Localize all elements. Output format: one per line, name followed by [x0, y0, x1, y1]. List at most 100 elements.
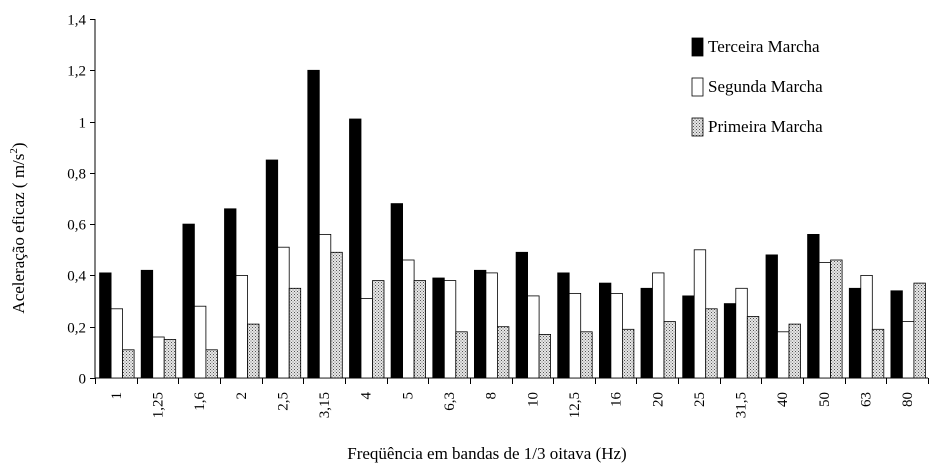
bar-terceira-marcha: [307, 69, 320, 379]
x-tick-label: 8: [484, 392, 500, 400]
bar-segunda-marcha: [152, 336, 165, 379]
y-tick-label: 0,2: [67, 321, 86, 337]
bar-segunda-marcha: [527, 295, 540, 379]
bar-primeira-marcha: [622, 328, 635, 379]
y-tick-label: 0,6: [67, 218, 86, 234]
bar-terceira-marcha: [848, 287, 862, 379]
bar-segunda-marcha: [318, 233, 332, 379]
x-tick-label: 2,5: [275, 392, 291, 411]
x-tick-label: 20: [650, 392, 666, 407]
bar-terceira-marcha: [99, 272, 112, 379]
bar-terceira-marcha: [140, 269, 154, 379]
y-tick-label: 1,4: [67, 13, 86, 29]
bar-primeira-marcha: [663, 321, 676, 379]
bar-terceira-marcha: [599, 282, 612, 379]
bar-primeira-marcha: [705, 308, 718, 379]
y-tick-label: 1: [79, 116, 87, 132]
legend: Terceira Marcha Segunda Marcha Primeira Ma…: [691, 37, 823, 137]
bar-terceira-marcha: [432, 277, 445, 379]
x-tick-label: 1,6: [192, 392, 208, 411]
bar-terceira-marcha: [640, 287, 653, 379]
bar-terceira-marcha: [765, 254, 778, 379]
bar-segunda-marcha: [568, 292, 582, 379]
bar-segunda-marcha: [485, 272, 498, 379]
bar-segunda-marcha: [818, 262, 831, 379]
x-tick-label: 5: [400, 392, 416, 400]
x-tick-label: 1,25: [150, 392, 166, 418]
y-axis-title-end: ): [9, 142, 28, 148]
bar-primeira-marcha: [288, 287, 302, 379]
bar-terceira-marcha: [807, 233, 820, 379]
bar-segunda-marcha: [735, 287, 748, 379]
bar-primeira-marcha: [580, 331, 593, 379]
y-tick-label: 0,4: [67, 269, 86, 285]
x-tick-label: 31,5: [734, 392, 750, 418]
x-tick-label: 12,5: [567, 392, 583, 418]
bar-primeira-marcha: [746, 316, 760, 379]
bar-primeira-marcha: [455, 331, 468, 379]
bar-primeira-marcha: [330, 251, 343, 379]
bar-primeira-marcha: [247, 323, 260, 379]
bar-segunda-marcha: [860, 274, 873, 379]
bar-primeira-marcha: [122, 349, 135, 379]
x-tick-label: 4: [359, 392, 375, 400]
bar-primeira-marcha: [372, 280, 385, 379]
bar-primeira-marcha: [163, 339, 177, 379]
y-tick-label: 0: [79, 372, 87, 388]
bar-terceira-marcha: [723, 303, 737, 379]
x-axis-title: Freqüência em bandas de 1/3 oitava (Hz): [347, 444, 626, 463]
y-axis-title-main: Aceleração eficaz ( m/s: [9, 154, 28, 314]
x-tick-label: 50: [817, 392, 833, 407]
x-tick-label: 40: [775, 392, 791, 407]
bar-segunda-marcha: [777, 331, 790, 379]
bar-primeira-marcha: [205, 349, 218, 379]
bar-terceira-marcha: [224, 208, 237, 379]
bar-terceira-marcha: [265, 159, 279, 379]
x-tick-label: 63: [859, 392, 875, 407]
svg-text:Aceleração eficaz ( m/s2): Aceleração eficaz ( m/s2): [8, 142, 28, 313]
x-tick-label: 3,15: [317, 392, 333, 418]
bar-terceira-marcha: [182, 223, 195, 379]
y-tick-label: 1,2: [67, 64, 86, 80]
x-tick-label: 25: [692, 392, 708, 407]
bar-terceira-marcha: [390, 203, 404, 379]
bar-terceira-marcha: [682, 295, 695, 379]
x-tick-label: 16: [609, 392, 625, 408]
bar-terceira-marcha: [473, 269, 487, 379]
legend-swatch: [691, 117, 704, 137]
bar-segunda-marcha: [235, 274, 248, 379]
bar-terceira-marcha: [557, 272, 570, 379]
bar-segunda-marcha: [360, 298, 373, 379]
legend-label: Primeira Marcha: [708, 117, 823, 136]
x-tick-label: 2: [234, 392, 250, 400]
bar-terceira-marcha: [349, 118, 362, 379]
bar-primeira-marcha: [871, 328, 885, 379]
x-tick-label: 10: [525, 392, 541, 407]
bar-primeira-marcha: [496, 326, 510, 379]
bar-segunda-marcha: [402, 259, 415, 379]
legend-swatch: [691, 77, 704, 97]
bar-segunda-marcha: [652, 272, 665, 379]
bar-segunda-marcha: [277, 246, 290, 379]
bar-segunda-marcha: [610, 292, 623, 379]
bar-primeira-marcha: [913, 282, 926, 379]
bar-terceira-marcha: [890, 290, 903, 379]
bar-segunda-marcha: [693, 249, 707, 379]
bar-primeira-marcha: [830, 259, 843, 379]
bar-segunda-marcha: [110, 308, 123, 379]
y-axis-title: Aceleração eficaz ( m/s2): [8, 142, 28, 313]
legend-label: Segunda Marcha: [708, 77, 823, 96]
legend-label: Terceira Marcha: [708, 37, 820, 56]
x-tick-label: 80: [900, 392, 916, 407]
bar-primeira-marcha: [538, 333, 551, 379]
x-tick-label: 6,3: [442, 392, 458, 411]
y-axis-title-superscript: 2: [8, 148, 20, 154]
bar-primeira-marcha: [788, 323, 801, 379]
plot-area: 0 0,2 0,4 0,6 0,8 1 1,2 1,4 1 1,25 1,6 2 2,5 3,15 4 5 6,…: [67, 13, 929, 418]
y-tick-label: 0,8: [67, 167, 86, 183]
bar-primeira-marcha: [413, 280, 427, 379]
bar-segunda-marcha: [443, 280, 457, 379]
legend-swatch: [691, 37, 704, 57]
x-tick-label: 1: [109, 392, 125, 400]
